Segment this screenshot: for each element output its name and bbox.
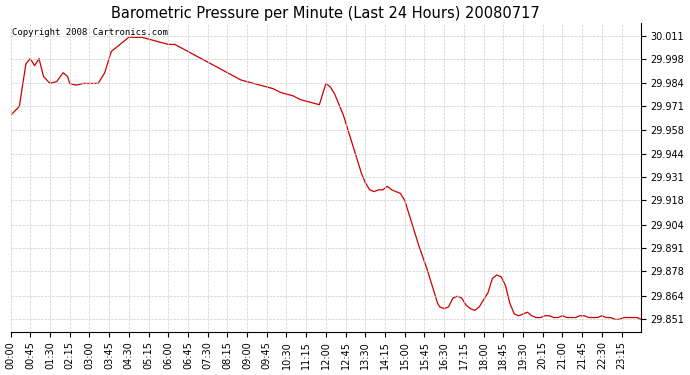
Text: Copyright 2008 Cartronics.com: Copyright 2008 Cartronics.com xyxy=(12,28,168,37)
Title: Barometric Pressure per Minute (Last 24 Hours) 20080717: Barometric Pressure per Minute (Last 24 … xyxy=(111,6,540,21)
